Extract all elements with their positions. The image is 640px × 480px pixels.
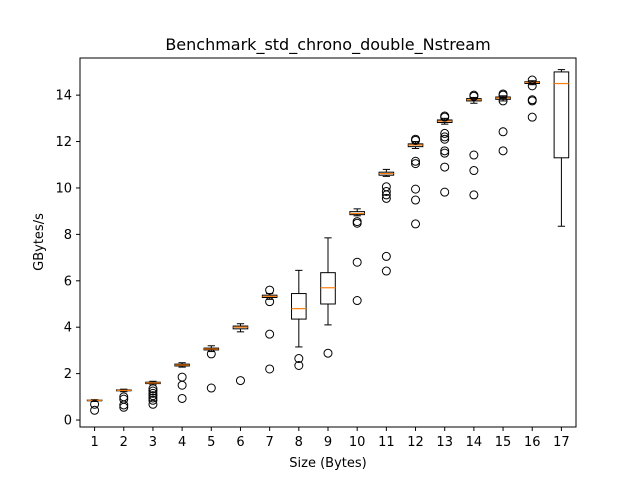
y-tick-label: 2 bbox=[64, 367, 72, 382]
flier-point bbox=[148, 393, 158, 403]
x-tick-label: 6 bbox=[236, 435, 244, 450]
flier-point bbox=[440, 112, 450, 122]
x-tick-label: 16 bbox=[524, 435, 541, 450]
flier-point bbox=[119, 400, 129, 410]
flier-point bbox=[206, 383, 216, 393]
flier-point bbox=[440, 146, 450, 156]
flier-point bbox=[381, 251, 391, 261]
flier-point bbox=[527, 75, 537, 85]
y-tick-label: 8 bbox=[64, 228, 72, 243]
flier-point bbox=[265, 297, 275, 307]
flier-point bbox=[440, 128, 450, 138]
flier-point bbox=[148, 388, 158, 398]
x-tick-label: 15 bbox=[495, 435, 512, 450]
flier-point bbox=[352, 218, 362, 228]
flier-point bbox=[527, 81, 537, 91]
flier-point bbox=[527, 96, 537, 106]
x-tick-label: 8 bbox=[295, 435, 303, 450]
flier-point bbox=[411, 156, 421, 166]
box-iqr bbox=[553, 71, 570, 159]
flier-point bbox=[294, 354, 304, 364]
flier-point bbox=[469, 190, 479, 200]
x-tick-label: 17 bbox=[553, 435, 570, 450]
flier-point bbox=[235, 376, 245, 386]
flier-point bbox=[294, 361, 304, 370]
flier-point bbox=[440, 187, 450, 197]
x-tick-label: 7 bbox=[266, 435, 274, 450]
flier-point bbox=[148, 386, 158, 396]
flier-point bbox=[527, 112, 537, 122]
box-iqr bbox=[291, 293, 307, 320]
x-tick-label: 9 bbox=[324, 435, 332, 450]
x-tick-label: 1 bbox=[90, 435, 98, 450]
y-tick-label: 6 bbox=[64, 274, 72, 289]
flier-point bbox=[498, 127, 508, 137]
x-tick-label: 4 bbox=[178, 435, 186, 450]
flier-point bbox=[148, 399, 158, 409]
flier-point bbox=[469, 91, 479, 101]
flier-point bbox=[119, 402, 129, 412]
y-tick-label: 0 bbox=[64, 414, 72, 429]
flier-point bbox=[440, 134, 450, 144]
y-tick-label: 12 bbox=[55, 135, 72, 150]
y-tick-label: 10 bbox=[55, 181, 72, 196]
y-axis-label: GBytes/s bbox=[32, 213, 47, 271]
x-tick-label: 10 bbox=[349, 435, 366, 450]
x-axis-label: Size (Bytes) bbox=[289, 456, 366, 471]
flier-point bbox=[381, 193, 391, 203]
flier-point bbox=[148, 391, 158, 401]
flier-point bbox=[206, 349, 216, 359]
flier-point bbox=[381, 266, 391, 276]
flier-point bbox=[381, 186, 391, 196]
flier-point bbox=[90, 405, 100, 415]
flier-point bbox=[352, 257, 362, 267]
flier-point bbox=[90, 399, 100, 409]
flier-point bbox=[498, 96, 508, 106]
flier-point bbox=[265, 329, 275, 339]
chart-title: Benchmark_std_chrono_double_Nstream bbox=[165, 35, 490, 55]
flier-point bbox=[148, 395, 158, 405]
flier-point bbox=[498, 146, 508, 156]
x-tick-label: 13 bbox=[436, 435, 453, 450]
flier-point bbox=[498, 90, 508, 100]
x-tick-label: 14 bbox=[466, 435, 483, 450]
flier-point bbox=[469, 150, 479, 160]
flier-point bbox=[323, 348, 333, 358]
flier-point bbox=[265, 364, 275, 374]
x-tick-label: 12 bbox=[407, 435, 424, 450]
flier-point bbox=[148, 384, 158, 394]
y-tick-label: 4 bbox=[64, 321, 72, 336]
flier-point bbox=[352, 296, 362, 306]
flier-point bbox=[411, 219, 421, 229]
flier-point bbox=[469, 166, 479, 176]
x-tick-label: 3 bbox=[149, 435, 157, 450]
flier-point bbox=[440, 148, 450, 158]
flier-point bbox=[411, 195, 421, 205]
y-tick-label: 14 bbox=[55, 89, 72, 104]
flier-point bbox=[265, 285, 275, 295]
x-tick-label: 5 bbox=[207, 435, 215, 450]
x-tick-label: 2 bbox=[120, 435, 128, 450]
flier-point bbox=[411, 184, 421, 194]
x-tick-label: 11 bbox=[378, 435, 395, 450]
flier-point bbox=[381, 190, 391, 200]
flier-point bbox=[177, 393, 187, 403]
flier-point bbox=[177, 380, 187, 390]
flier-point bbox=[440, 162, 450, 172]
flier-point bbox=[411, 135, 421, 145]
flier-point bbox=[411, 159, 421, 169]
flier-point bbox=[440, 132, 450, 142]
